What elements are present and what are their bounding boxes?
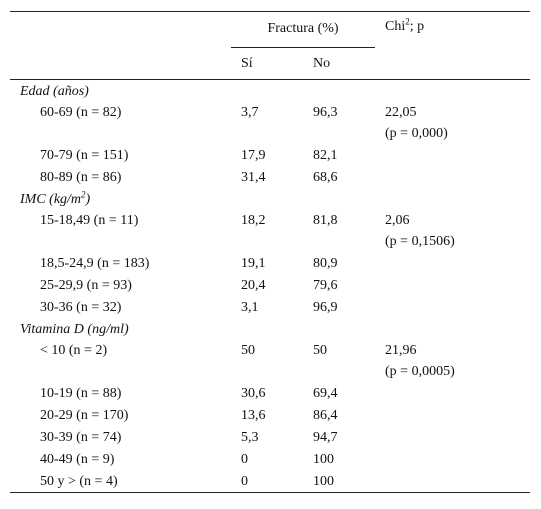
column-header: No (303, 48, 376, 80)
cell-no: 81,8 (313, 213, 338, 228)
row-label: < 10 (n = 2) (40, 343, 108, 358)
cell-si: 3,7 (241, 105, 259, 120)
data-row: 60-69 (n = 82) 3,7 96,3 22,05 (p = 0,000) (10, 102, 530, 144)
section-row: Vitamina D (ng/ml) (10, 318, 530, 340)
cell-no: 82,1 (313, 147, 338, 163)
section-sup: 2 (81, 188, 86, 199)
cell-si: 5,3 (241, 429, 259, 445)
cell-chi (375, 404, 530, 426)
cell-si: 50 (241, 343, 255, 358)
section-row: IMC (kg/m2) (10, 188, 530, 210)
cell-no: 96,3 (313, 105, 338, 120)
cell-chi (375, 274, 530, 296)
cell-si: 19,1 (241, 255, 266, 271)
p-value: (p = 0,000) (385, 126, 448, 141)
cell-si: 17,9 (241, 147, 266, 163)
cell-si: 0 (241, 473, 248, 489)
chi-value: 21,96 (385, 343, 417, 358)
row-label: 50 y > (n = 4) (40, 473, 118, 489)
cell-si: 0 (241, 451, 248, 467)
empty (10, 12, 231, 49)
cell-chi: 2,06 (p = 0,1506) (375, 210, 530, 252)
cell-no: 96,9 (313, 299, 338, 315)
data-row: 40-49 (n = 9) 0 100 (10, 448, 530, 470)
data-row: 30-39 (n = 74) 5,3 94,7 (10, 426, 530, 448)
cell-si: 20,4 (241, 277, 266, 293)
cell-no: 94,7 (313, 429, 338, 445)
p-value: (p = 0,0005) (385, 364, 455, 379)
table-body: Edad (años) 60-69 (n = 82) 3,7 96,3 22,05 (p … (10, 80, 530, 493)
cell-no: 50 (313, 343, 327, 358)
data-row: 10-19 (n = 88) 30,6 69,4 (10, 382, 530, 404)
cell-chi: 22,05 (p = 0,000) (375, 102, 530, 144)
row-label: 15-18,49 (n = 11) (40, 213, 139, 228)
section-text: IMC (kg/m (20, 191, 82, 207)
data-row: < 10 (n = 2) 50 50 21,96 (p = 0,0005) (10, 340, 530, 382)
empty (10, 48, 231, 80)
data-row: 15-18,49 (n = 11) 18,2 81,8 2,06 (p = 0,1506… (10, 210, 530, 252)
data-row: 25-29,9 (n = 93) 20,4 79,6 (10, 274, 530, 296)
row-label: 18,5-24,9 (n = 183) (40, 255, 150, 271)
cell-si: 31,4 (241, 169, 266, 185)
data-row: 80-89 (n = 86) 31,4 68,6 (10, 166, 530, 188)
chi-suffix: ; p (409, 19, 425, 34)
row-label: 60-69 (n = 82) (40, 105, 122, 120)
chi-header: Chi2; p (375, 11, 531, 80)
cell-chi (375, 166, 530, 188)
section-row: Edad (años) (10, 80, 530, 103)
cell-chi (375, 382, 530, 404)
section-text: Vitamina D (ng/ml) (20, 321, 129, 337)
section-suffix: ) (85, 191, 91, 207)
cell-no: 79,6 (313, 277, 338, 293)
cell-chi (375, 448, 530, 470)
chi-text: Chi (385, 19, 406, 34)
cell-si: 18,2 (241, 213, 266, 228)
cell-chi (375, 144, 530, 166)
cell-no: 80,9 (313, 255, 338, 271)
cell-chi: 21,96 (p = 0,0005) (375, 340, 530, 382)
row-label: 70-79 (n = 151) (40, 147, 129, 163)
data-row: 70-79 (n = 151) 17,9 82,1 (10, 144, 530, 166)
cell-no: 100 (313, 451, 334, 467)
table: Fractura (%) Chi2; p Sí No Edad (años) 60… (10, 11, 531, 493)
cell-chi (375, 470, 530, 493)
row-label: 80-89 (n = 86) (40, 169, 122, 185)
row-label: 10-19 (n = 88) (40, 385, 122, 401)
section-title: Vitamina D (ng/ml) (10, 318, 530, 340)
cell-no: 68,6 (313, 169, 338, 185)
data-row: 20-29 (n = 170) 13,6 86,4 (10, 404, 530, 426)
chi-value: 2,06 (385, 213, 410, 228)
section-text: Edad (años) (20, 83, 89, 99)
section-title: IMC (kg/m2) (10, 188, 530, 210)
cell-no: 86,4 (313, 407, 338, 423)
row-label: 30-39 (n = 74) (40, 429, 122, 445)
cell-si: 13,6 (241, 407, 266, 423)
data-row: 18,5-24,9 (n = 183) 19,1 80,9 (10, 252, 530, 274)
cell-no: 69,4 (313, 385, 338, 401)
column-header: Sí (231, 48, 303, 80)
row-label: 30-36 (n = 32) (40, 299, 122, 315)
group-header: Fractura (%) (231, 12, 376, 48)
cell-chi (375, 252, 530, 274)
chi-sup: 2 (405, 16, 410, 27)
data-row: 50 y > (n = 4) 0 100 (10, 470, 530, 493)
cell-chi (375, 296, 530, 318)
section-title: Edad (años) (10, 80, 530, 103)
cell-chi (375, 426, 530, 448)
cell-si: 3,1 (241, 299, 259, 315)
group-title: Fractura (%) (231, 18, 376, 48)
row-label: 25-29,9 (n = 93) (40, 277, 132, 293)
cell-no: 100 (313, 473, 334, 489)
cell-si: 30,6 (241, 385, 266, 401)
row-label: 40-49 (n = 9) (40, 451, 115, 467)
data-row: 30-36 (n = 32) 3,1 96,9 (10, 296, 530, 318)
chi-value: 22,05 (385, 105, 417, 120)
p-value: (p = 0,1506) (385, 234, 455, 249)
row-label: 20-29 (n = 170) (40, 407, 129, 423)
